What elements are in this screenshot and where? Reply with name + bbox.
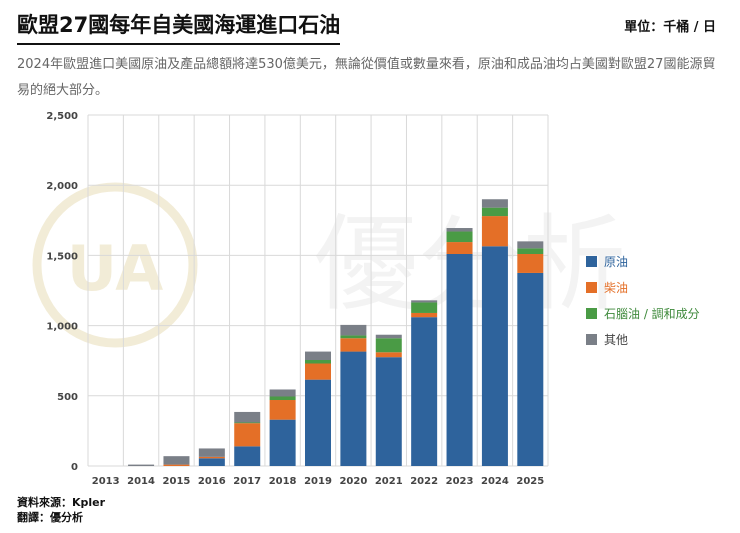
- x-tick-label: 2016: [198, 476, 226, 487]
- x-tick-label: 2021: [375, 476, 403, 487]
- bar-crude-2016: [198, 458, 225, 466]
- x-tick-label: 2023: [446, 476, 474, 487]
- x-tick-label: 2022: [410, 476, 438, 487]
- bar-diesel-2024: [481, 216, 508, 247]
- bars: [128, 199, 544, 466]
- bar-other-2015: [163, 456, 190, 465]
- footer: 資料來源：Kpler 翻譯：優分析: [17, 495, 105, 525]
- bar-diesel-2022: [411, 312, 438, 318]
- bar-other-2019: [305, 351, 331, 360]
- source-text: 資料來源：Kpler: [17, 496, 106, 509]
- legend-swatch-other: [586, 334, 597, 345]
- legend-label-naphtha: 石腦油 / 調和成分: [604, 306, 700, 321]
- watermark-logo-text: UA: [67, 232, 163, 305]
- bar-crude-2023: [446, 253, 473, 466]
- axes: 0 500 1,000 1,500 2,000 2,500 2013 2014 2015 2016…: [46, 111, 544, 487]
- bar-naphtha-2018: [269, 396, 296, 401]
- bar-crude-2024: [481, 246, 508, 466]
- bar-crude-2019: [305, 379, 331, 466]
- y-tick-label: 2,500: [46, 111, 78, 122]
- legend-swatch-crude: [586, 256, 597, 267]
- bar-naphtha-2023: [446, 231, 473, 243]
- bar-naphtha-2022: [411, 302, 438, 313]
- bar-other-2024: [481, 199, 508, 208]
- x-tick-label: 2020: [339, 476, 367, 487]
- bar-naphtha-2017: [234, 422, 261, 424]
- bar-naphtha-2025: [517, 248, 544, 254]
- x-tick-label: 2015: [163, 476, 191, 487]
- bar-other-2021: [375, 334, 402, 339]
- bar-other-2022: [411, 300, 438, 303]
- bar-diesel-2015: [163, 464, 190, 466]
- bar-diesel-2016: [198, 456, 225, 459]
- bar-crude-2021: [375, 357, 402, 466]
- bar-crude-2022: [411, 317, 438, 466]
- bar-diesel-2020: [340, 338, 367, 352]
- y-tick-label: 1,500: [46, 251, 78, 262]
- bar-diesel-2025: [517, 253, 544, 273]
- bar-naphtha-2024: [481, 207, 508, 217]
- bar-other-2025: [517, 241, 544, 249]
- legend-label-crude: 原油: [604, 255, 628, 269]
- legend-label-other: 其他: [604, 333, 628, 347]
- bar-diesel-2018: [269, 400, 296, 420]
- bar-diesel-2023: [446, 242, 473, 254]
- watermark-logo-circle: [32, 182, 198, 348]
- x-tick-label: 2018: [269, 476, 297, 487]
- chart-title: 歐盟27國每年自美國海運進口石油: [17, 9, 341, 45]
- bar-crude-2017: [234, 446, 261, 466]
- bar-naphtha-2020: [340, 335, 367, 339]
- bar-diesel-2021: [375, 352, 402, 358]
- bar-other-2014: [128, 464, 155, 466]
- x-tick-label: 2013: [92, 476, 120, 487]
- bar-other-2017: [234, 411, 261, 423]
- bar-crude-2020: [340, 351, 367, 466]
- bar-other-2023: [446, 228, 473, 232]
- bar-crude-2025: [517, 272, 544, 466]
- y-tick-label: 1,000: [46, 322, 78, 333]
- bar-other-2020: [340, 324, 367, 336]
- translation-text: 翻譯：優分析: [17, 511, 83, 524]
- bar-other-2018: [269, 389, 296, 397]
- y-tick-label: 2,000: [46, 181, 78, 192]
- x-tick-label: 2017: [233, 476, 261, 487]
- legend-label-diesel: 柴油: [604, 281, 628, 295]
- bar-diesel-2017: [234, 423, 261, 447]
- x-tick-label: 2014: [127, 476, 155, 487]
- x-tick-label: 2019: [304, 476, 332, 487]
- unit-label: 單位：千桶 / 日: [624, 20, 716, 35]
- legend-swatch-diesel: [586, 282, 597, 293]
- bar-other-2016: [198, 448, 225, 457]
- watermark: UA 優分析: [32, 182, 626, 348]
- x-tick-label: 2024: [481, 476, 509, 487]
- chart-subtitle: 2024年歐盟進口美國原油及產品總額將達530億美元，無論從價值或數量來看，原油…: [17, 57, 716, 98]
- x-tick-label: 2025: [516, 476, 544, 487]
- y-tick-label: 0: [71, 462, 78, 473]
- bar-crude-2018: [269, 419, 296, 466]
- bar-naphtha-2019: [305, 359, 331, 364]
- y-tick-label: 500: [57, 392, 78, 403]
- bar-naphtha-2021: [375, 338, 402, 353]
- legend-swatch-naphtha: [586, 308, 597, 319]
- bar-diesel-2019: [305, 363, 331, 380]
